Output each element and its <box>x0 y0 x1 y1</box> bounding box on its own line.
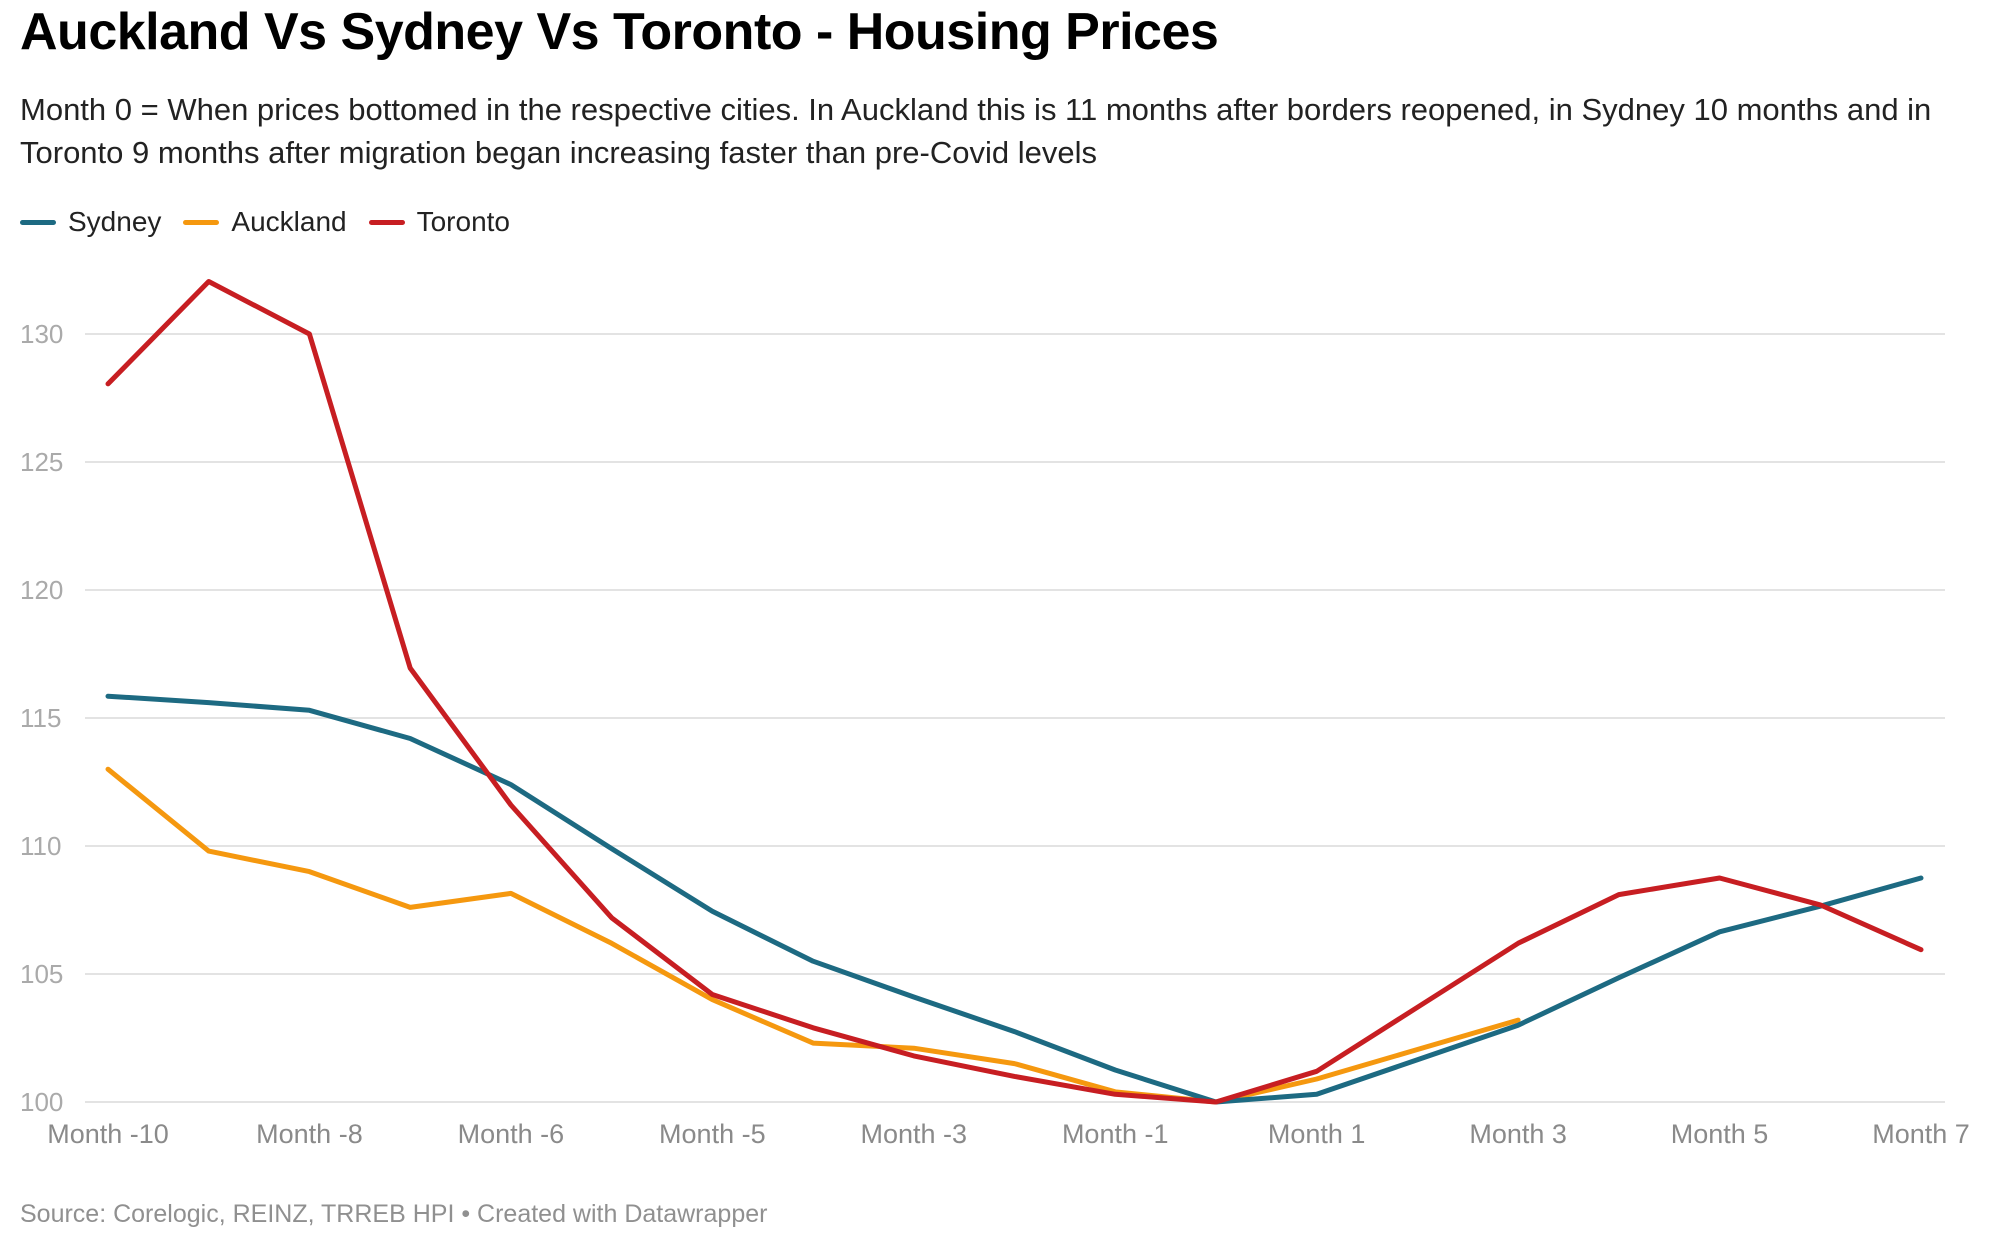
chart-title: Auckland Vs Sydney Vs Toronto - Housing … <box>20 3 1219 61</box>
series-line-sydney <box>105 693 1924 1105</box>
x-tick-label: Month -3 <box>860 1119 967 1149</box>
x-tick-label: Month -6 <box>458 1119 565 1149</box>
legend-swatch-auckland <box>183 219 220 225</box>
y-tick-label: 120 <box>20 575 63 605</box>
y-tick-label: 125 <box>20 447 63 477</box>
source-note: Source: Corelogic, REINZ, TRREB HPI • Cr… <box>20 1200 768 1228</box>
x-tick-label: Month -8 <box>256 1119 363 1149</box>
y-tick-label: 100 <box>20 1087 63 1117</box>
legend-item-sydney: Sydney <box>20 206 161 238</box>
y-tick-label: 110 <box>20 831 61 861</box>
series-lines <box>105 279 1924 1105</box>
x-tick-label: Month -10 <box>47 1119 169 1149</box>
series-line-toronto <box>105 279 1924 1105</box>
y-tick-label: 105 <box>20 959 63 989</box>
y-tick-label: 130 <box>20 319 63 349</box>
chart-subtitle: Month 0 = When prices bottomed in the re… <box>20 92 1932 170</box>
x-tick-label: Month -5 <box>659 1119 766 1149</box>
x-tick-label: Month 3 <box>1469 1119 1567 1149</box>
legend-item-toronto: Toronto <box>368 206 510 238</box>
x-axis-labels: Month -10 Month -8 Month -6 Month -5 Month -… <box>47 1119 1970 1149</box>
legend-swatch-toronto <box>368 219 405 225</box>
x-tick-label: Month -1 <box>1062 1119 1169 1149</box>
x-tick-label: Month 7 <box>1872 1119 1970 1149</box>
legend-label-toronto: Toronto <box>416 206 510 237</box>
gridlines <box>85 333 1945 1103</box>
legend-label-auckland: Auckland <box>231 206 347 237</box>
legend-label-sydney: Sydney <box>68 206 162 237</box>
legend-item-auckland: Auckland <box>183 206 347 238</box>
y-tick-label: 115 <box>20 703 61 733</box>
y-axis-labels: 100 105 110 115 120 125 130 <box>20 319 63 1117</box>
x-tick-label: Month 5 <box>1671 1119 1769 1149</box>
legend: Sydney Auckland Toronto <box>20 206 532 238</box>
legend-swatch-sydney <box>20 219 56 225</box>
x-tick-label: Month 1 <box>1268 1119 1366 1149</box>
series-line-auckland <box>105 766 1521 1105</box>
